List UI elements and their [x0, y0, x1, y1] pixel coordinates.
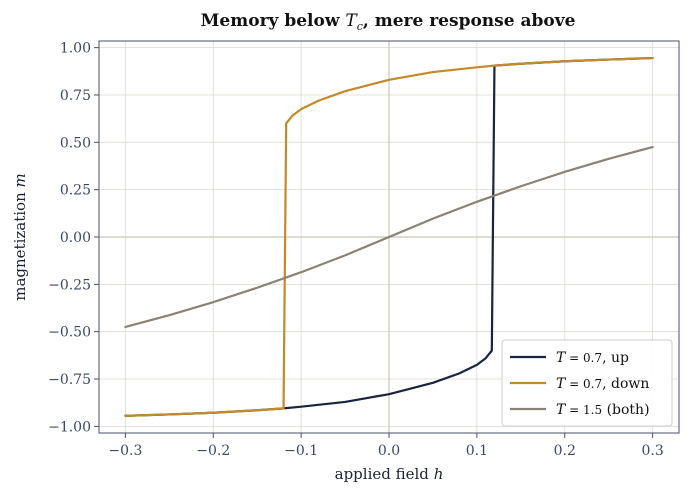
title-var: T — [345, 11, 358, 31]
x-tick-label-6: 0.3 — [642, 443, 664, 459]
y-tick-label-8: 1.00 — [60, 41, 91, 57]
y-tick-label-5: 0.25 — [60, 183, 91, 199]
y-tick-label-0: −1.00 — [48, 419, 91, 435]
y-ticks: −1.00 −0.75 −0.50 −0.25 0.00 0.25 0.50 0.75 1.00 — [48, 41, 99, 435]
title-rest: , mere response above — [363, 11, 576, 31]
x-tick-label-1: −0.2 — [196, 443, 230, 459]
series-group — [124, 56, 654, 417]
x-tick-label-0: −0.3 — [108, 443, 142, 459]
x-tick-label-4: 0.1 — [466, 443, 488, 459]
y-axis-label-main: magnetization — [11, 187, 29, 300]
x-tick-label-3: 0.0 — [378, 443, 400, 459]
y-tick-label-6: 0.50 — [60, 135, 91, 151]
x-axis-label-var: h — [434, 465, 444, 483]
y-axis-label: magnetization m — [11, 173, 29, 301]
y-tick-label-7: 0.75 — [60, 88, 91, 104]
x-axis-label: applied field h — [335, 465, 444, 483]
y-tick-label-4: 0.00 — [60, 230, 91, 246]
series-line-both — [124, 145, 654, 329]
legend-box — [501, 339, 673, 427]
title-main: Memory below — [201, 11, 346, 31]
x-tick-label-2: −0.1 — [284, 443, 318, 459]
y-tick-label-2: −0.50 — [48, 325, 91, 341]
legend-label-both: T = 1.5 (both) — [556, 402, 650, 418]
series-line-down — [124, 56, 654, 417]
chart-title: Memory below Tc, mere response above — [201, 11, 576, 33]
x-tick-label-5: 0.2 — [554, 443, 576, 459]
legend: T = 0.7, up T = 0.7, down T = 1.5 (both) — [501, 339, 673, 427]
legend-label-down: T = 0.7, down — [556, 376, 649, 392]
x-axis-label-main: applied field — [335, 465, 434, 483]
y-axis-label-var: m — [11, 173, 29, 187]
y-tick-label-1: −0.75 — [48, 372, 91, 388]
title-sub: c — [357, 20, 363, 33]
y-tick-label-3: −0.25 — [48, 277, 91, 293]
x-ticks: −0.3 −0.2 −0.1 0.0 0.1 0.2 0.3 — [108, 433, 664, 459]
legend-label-up: T = 0.7, up — [556, 350, 629, 366]
